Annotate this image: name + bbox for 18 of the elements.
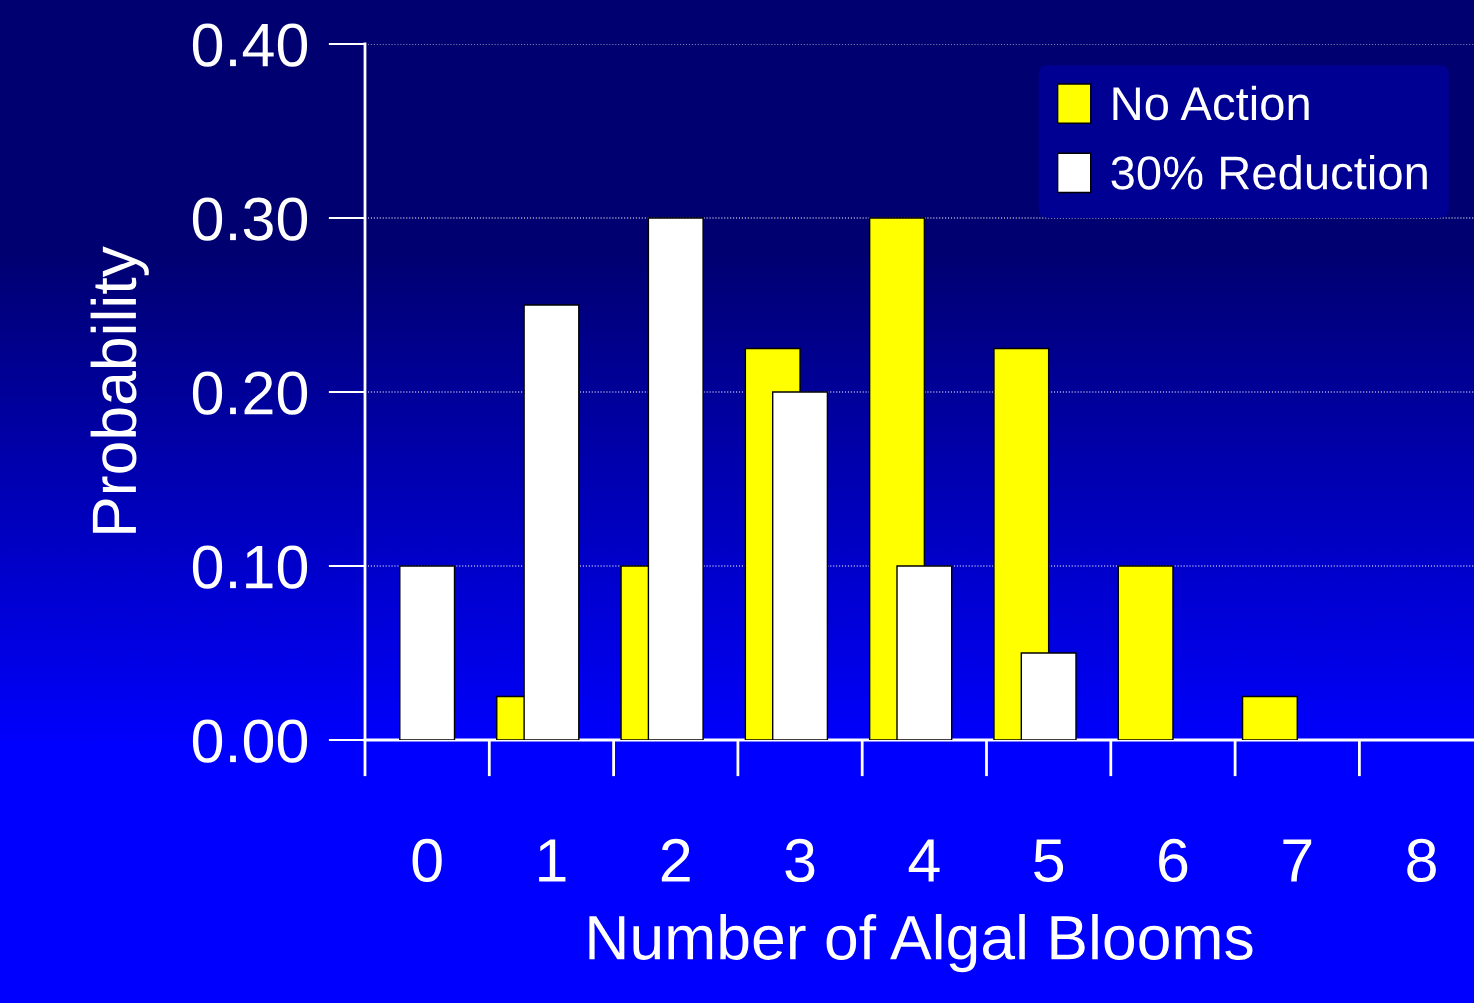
x-tick-label: 3: [785, 838, 815, 883]
y-axis-title: Probability: [90, 246, 149, 533]
y-tick-label: 0.00: [192, 719, 308, 763]
x-axis-title: Number of Algal Blooms: [589, 914, 1253, 973]
x-tick-label: 4: [908, 839, 940, 882]
x-tick-label: 2: [661, 838, 690, 882]
x-tick-label: 8: [1407, 838, 1436, 883]
x-tick-label: 7: [1283, 839, 1312, 882]
legend-label: 30% Reduction: [1111, 154, 1427, 190]
x-tick-label: 6: [1159, 838, 1188, 883]
y-tick-label: 0.20: [192, 371, 308, 415]
x-tick-label: 0: [412, 838, 442, 883]
y-tick-label: 0.30: [192, 197, 308, 241]
x-tick-label: 1: [539, 839, 566, 882]
y-tick-label: 0.40: [192, 23, 308, 67]
legend-label: No Action: [1113, 85, 1309, 121]
y-tick-label: 0.10: [192, 545, 308, 589]
x-tick-label: 5: [1034, 839, 1064, 883]
